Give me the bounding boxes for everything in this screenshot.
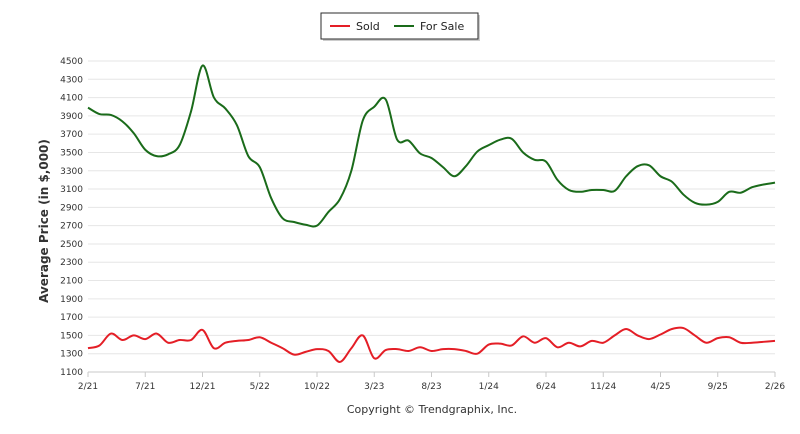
x-tick-label: 1/24: [479, 382, 499, 392]
y-tick-label: 1300: [60, 350, 83, 360]
series-lines: [87, 64, 776, 363]
x-tick-label: 8/23: [421, 382, 441, 392]
y-tick-label: 1500: [60, 331, 83, 341]
y-tick-label: 2300: [60, 258, 83, 268]
y-tick-label: 4300: [60, 75, 83, 85]
y-tick-label: 1700: [60, 313, 83, 323]
x-tick-label: 11/24: [590, 382, 616, 392]
legend-label-for-sale: For Sale: [420, 20, 464, 33]
y-tick-label: 2100: [60, 277, 83, 287]
y-tick-label: 1100: [60, 368, 83, 378]
legend[interactable]: Sold For Sale: [320, 12, 480, 41]
y-axis-title: Average Price (in $,000): [37, 139, 51, 303]
y-axis-ticks: 1100 1300 1500 1700 1900 2100 2300 2500 2700 2900…: [60, 57, 83, 378]
x-tick-label: 10/22: [304, 382, 330, 392]
legend-item-for-sale[interactable]: For Sale: [394, 20, 464, 33]
y-tick-label: 4100: [60, 94, 83, 104]
y-tick-label: 3500: [60, 148, 83, 158]
y-tick-label: 4500: [60, 57, 83, 67]
y-tick-label: 2500: [60, 240, 83, 250]
series-line-for-sale: [87, 64, 776, 228]
y-tick-label: 3300: [60, 167, 83, 177]
grid-lines: [88, 60, 775, 355]
x-tick-label: 7/21: [135, 382, 155, 392]
x-tick-label: 5/22: [250, 382, 270, 392]
y-tick-label: 3700: [60, 130, 83, 140]
x-axis-ticks: 2/21 7/21 12/21 5/22 10/22 3/23 8/23 1/24 6/24 11…: [78, 372, 785, 392]
x-tick-label: 9/25: [708, 382, 728, 392]
y-tick-label: 1900: [60, 295, 83, 305]
y-tick-label: 3100: [60, 185, 83, 195]
x-tick-label: 2/21: [78, 382, 98, 392]
x-tick-label: 3/23: [364, 382, 384, 392]
legend-item-sold[interactable]: Sold: [330, 20, 380, 33]
x-tick-label: 6/24: [536, 382, 556, 392]
y-tick-label: 2700: [60, 222, 83, 232]
x-tick-label: 4/25: [650, 382, 670, 392]
legend-label-sold: Sold: [356, 20, 380, 33]
y-tick-label: 3900: [60, 112, 83, 122]
series-line-sold: [87, 326, 776, 363]
y-tick-label: 2900: [60, 203, 83, 213]
x-tick-label: 12/21: [190, 382, 216, 392]
x-tick-label: 2/26: [765, 382, 785, 392]
copyright-footer: Copyright © Trendgraphix, Inc.: [347, 403, 517, 416]
